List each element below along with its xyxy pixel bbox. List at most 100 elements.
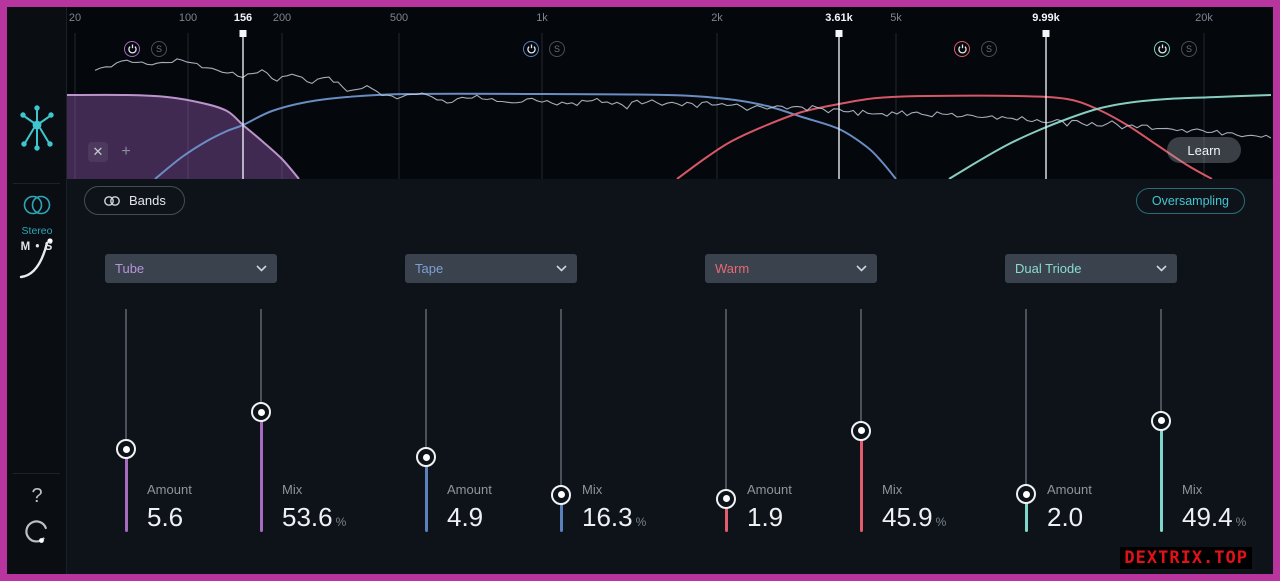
mode-dropdown-label: Warm xyxy=(715,261,750,276)
slider-track[interactable] xyxy=(860,309,862,431)
slider-value[interactable]: 49.4% xyxy=(1182,502,1247,532)
power-icon xyxy=(957,44,967,54)
band-column-2: Tape Amount 4.9 Mix 16.3% xyxy=(367,224,667,574)
slider-knob[interactable] xyxy=(116,439,136,460)
main-panel: 20 100 200 500 1k 2k 5k 20k 156 3.61k 9.99k S S S S ✕ … xyxy=(67,7,1273,574)
band3-bandpass-curve[interactable] xyxy=(676,94,1213,179)
slider-track-filled[interactable] xyxy=(859,430,863,532)
band4-highpass-curve[interactable] xyxy=(948,94,1272,179)
slider-knob[interactable] xyxy=(551,484,571,505)
slider-value[interactable]: 5.6 xyxy=(147,502,184,532)
mode-dropdown[interactable]: Tube xyxy=(105,254,277,283)
slider-value[interactable]: 1.9 xyxy=(747,502,784,532)
band-3-power-button[interactable] xyxy=(954,41,970,57)
band-1-solo-button[interactable]: S xyxy=(151,41,167,57)
band-4-power-button[interactable] xyxy=(1154,41,1170,57)
slider-track[interactable] xyxy=(260,309,262,413)
chevron-down-icon xyxy=(556,265,567,272)
slider-track[interactable] xyxy=(725,309,727,499)
percent-suffix: % xyxy=(635,515,647,529)
slider-label: Mix xyxy=(582,482,603,497)
power-icon xyxy=(1157,44,1167,54)
oversampling-label: Oversampling xyxy=(1151,194,1229,208)
spectrum-canvas xyxy=(67,30,1272,179)
freq-tick-label: 200 xyxy=(272,12,292,24)
band-2-power-button[interactable] xyxy=(523,41,539,57)
slider-label: Mix xyxy=(882,482,903,497)
sidebar: Stereo M • S ? xyxy=(7,7,67,574)
assistant-icon[interactable] xyxy=(7,103,67,155)
slider-knob[interactable] xyxy=(851,420,871,441)
mid-side-label[interactable]: M • S xyxy=(20,241,54,253)
slider-knob[interactable] xyxy=(1016,484,1036,505)
band-4-solo-button[interactable]: S xyxy=(1181,41,1197,57)
spectrum-display: 20 100 200 500 1k 2k 5k 20k 156 3.61k 9.99k S S S S ✕ … xyxy=(67,7,1273,179)
help-button[interactable]: ? xyxy=(31,485,43,507)
slider-knob[interactable] xyxy=(251,402,271,423)
slider-track-filled[interactable] xyxy=(424,457,428,532)
band-column-1: Tube Amount 5.6 Mix 53.6% xyxy=(67,224,367,574)
slider-label: Amount xyxy=(147,482,192,497)
add-band-button[interactable]: + xyxy=(121,143,131,160)
slider-track-filled[interactable] xyxy=(124,449,128,532)
mode-dropdown[interactable]: Dual Triode xyxy=(1005,254,1177,283)
freq-tick-label: 100 xyxy=(178,12,198,24)
percent-suffix: % xyxy=(935,515,947,529)
freq-tick-label: 2k xyxy=(711,12,723,24)
mode-dropdown[interactable]: Warm xyxy=(705,254,877,283)
slider-knob[interactable] xyxy=(1151,410,1171,431)
bands-area: Tube Amount 5.6 Mix 53.6% Tape Amount 4.9 Mix 16.… xyxy=(67,224,1273,574)
slider-track-filled[interactable] xyxy=(724,498,728,532)
slider-track-filled[interactable] xyxy=(559,494,563,532)
bands-button[interactable]: Bands xyxy=(84,186,185,215)
stereo-mode-control[interactable]: Stereo M • S xyxy=(7,193,67,253)
crossover-label[interactable]: 9.99k xyxy=(1032,12,1060,24)
freq-tick-label: 20k xyxy=(1195,12,1213,24)
slider-label: Mix xyxy=(282,482,303,497)
slider-value[interactable]: 2.0 xyxy=(1047,502,1084,532)
slider-track-filled[interactable] xyxy=(1159,420,1163,532)
freq-tick-label: 5k xyxy=(890,12,902,24)
slider-value[interactable]: 53.6% xyxy=(282,502,347,532)
power-icon xyxy=(127,44,137,54)
slider-track[interactable] xyxy=(1160,309,1162,421)
mode-dropdown-label: Tube xyxy=(115,261,145,276)
percent-suffix: % xyxy=(1235,515,1247,529)
slider-value[interactable]: 4.9 xyxy=(447,502,484,532)
band-2-solo-button[interactable]: S xyxy=(549,41,565,57)
slider-track[interactable] xyxy=(560,309,562,495)
oversampling-button[interactable]: Oversampling xyxy=(1135,188,1245,214)
slider-value[interactable]: 16.3% xyxy=(582,502,647,532)
slider-label: Amount xyxy=(447,482,492,497)
slider-track-filled[interactable] xyxy=(259,412,263,532)
crossover-label[interactable]: 156 xyxy=(233,12,253,24)
slider-knob[interactable] xyxy=(416,447,436,468)
bands-button-label: Bands xyxy=(129,193,166,208)
slider-track[interactable] xyxy=(425,309,427,458)
slider-value[interactable]: 45.9% xyxy=(882,502,947,532)
crossover-label[interactable]: 3.61k xyxy=(825,12,853,24)
slider-label: Amount xyxy=(747,482,792,497)
history-icon[interactable] xyxy=(7,515,67,547)
slider-knob[interactable] xyxy=(716,488,736,509)
mode-dropdown[interactable]: Tape xyxy=(405,254,577,283)
percent-suffix: % xyxy=(335,515,347,529)
watermark: DEXTRIX.TOP xyxy=(1120,547,1252,569)
slider-track-filled[interactable] xyxy=(1024,494,1028,532)
curve-icon[interactable] xyxy=(7,235,67,283)
learn-button[interactable]: Learn xyxy=(1167,137,1241,163)
band-3-solo-button[interactable]: S xyxy=(981,41,997,57)
band-1-power-button[interactable] xyxy=(124,41,140,57)
sidebar-divider xyxy=(13,183,60,184)
remove-band-button[interactable]: ✕ xyxy=(88,142,108,162)
freq-tick-label: 500 xyxy=(389,12,409,24)
stereo-icon xyxy=(23,195,51,215)
link-icon xyxy=(104,195,120,206)
band1-lowpass-curve[interactable] xyxy=(67,93,300,179)
slider-track[interactable] xyxy=(125,309,127,450)
slider-track[interactable] xyxy=(1025,309,1027,495)
slider-label: Mix xyxy=(1182,482,1203,497)
sidebar-divider xyxy=(13,473,60,474)
mode-dropdown-label: Dual Triode xyxy=(1015,261,1082,276)
